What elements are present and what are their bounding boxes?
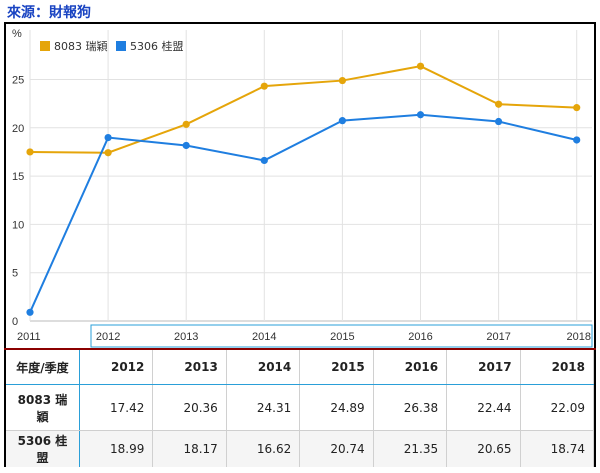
table-cell: 24.89 — [299, 384, 374, 431]
data-point — [182, 120, 190, 128]
y-tick-label: 20 — [12, 123, 24, 135]
series-line — [29, 65, 577, 154]
table-cell: 17.42 — [79, 384, 154, 431]
source-label: 來源：財報狗 — [7, 5, 91, 21]
table-year: 2017 — [446, 350, 521, 385]
table-cell: 18.99 — [79, 430, 154, 467]
table-cell: 18.17 — [152, 430, 227, 467]
x-tick-label: 2013 — [174, 331, 198, 343]
y-tick-label: 15 — [12, 171, 24, 183]
data-point — [416, 111, 425, 119]
data-point — [182, 141, 190, 150]
x-tick-label: 2017 — [486, 331, 510, 343]
x-tick-label: 2016 — [408, 331, 432, 343]
table-cell: 16.62 — [226, 430, 301, 467]
table-year: 2014 — [226, 350, 301, 385]
data-point — [416, 62, 425, 70]
table-year: 2018 — [520, 350, 595, 385]
table-header-label: 年度/季度 — [6, 350, 80, 385]
data-table: 年度/季度 2012 2013 2014 2015 2016 2017 2018… — [6, 350, 595, 467]
table-cell: 18.74 — [520, 430, 595, 467]
grid — [29, 30, 592, 322]
table-row: 5306 桂盟 18.99 18.17 16.62 20.74 21.35 20… — [6, 430, 595, 467]
y-tick-label: 0 — [12, 316, 18, 328]
data-point — [495, 100, 503, 108]
table-cell: 20.36 — [152, 384, 227, 431]
data-point — [338, 76, 346, 85]
data-point — [104, 133, 112, 142]
data-point — [260, 156, 268, 165]
table-header-row: 年度/季度 2012 2013 2014 2015 2016 2017 2018 — [6, 350, 595, 385]
table-cell: 21.35 — [373, 430, 448, 467]
data-point — [26, 308, 34, 316]
data-point — [26, 148, 34, 156]
x-tick-label: 2011 — [17, 331, 41, 343]
x-tick-label: 2015 — [330, 331, 354, 343]
row-label: 5306 桂盟 — [6, 430, 80, 467]
table-year: 2015 — [299, 350, 374, 385]
legend-label: 5306 桂盟 — [130, 39, 184, 53]
table-cell: 26.38 — [373, 384, 448, 431]
data-point — [338, 117, 346, 125]
data-point — [573, 136, 581, 144]
legend-swatch — [116, 41, 126, 51]
legend-swatch — [40, 41, 50, 51]
y-tick-label: 10 — [12, 219, 24, 231]
table-cell: 20.65 — [446, 430, 521, 467]
table-row: 8083 瑞穎 17.42 20.36 24.31 24.89 26.38 22… — [6, 384, 595, 431]
y-axis-ticks: 0 5 10 15 20 25 — [12, 75, 24, 329]
table-year: 2013 — [152, 350, 227, 385]
data-point — [104, 149, 112, 157]
x-tick-label: 2012 — [96, 331, 120, 343]
table-cell: 20.74 — [299, 430, 374, 467]
table-year: 2012 — [79, 350, 154, 385]
y-axis-label: % — [12, 28, 22, 40]
x-axis-ticks: 2011 2012 2013 2014 2015 2016 2017 2018 — [17, 331, 591, 343]
data-point — [495, 117, 503, 126]
series-line — [29, 113, 577, 313]
legend-label: 8083 瑞穎 — [54, 39, 108, 53]
table-cell: 22.09 — [520, 384, 595, 431]
x-range-selector[interactable] — [90, 324, 593, 348]
y-tick-label: 5 — [12, 268, 18, 280]
table-cell: 24.31 — [226, 384, 301, 431]
y-tick-label: 25 — [12, 75, 24, 87]
x-tick-label: 2014 — [252, 331, 276, 343]
series-group — [26, 62, 581, 316]
table-year: 2016 — [373, 350, 448, 385]
row-label: 8083 瑞穎 — [6, 384, 80, 431]
legend: 8083 瑞穎 5306 桂盟 — [40, 39, 184, 53]
x-tick-label: 2018 — [567, 331, 591, 343]
data-point — [573, 104, 581, 112]
table-cell: 22.44 — [446, 384, 521, 431]
data-point — [260, 82, 268, 90]
